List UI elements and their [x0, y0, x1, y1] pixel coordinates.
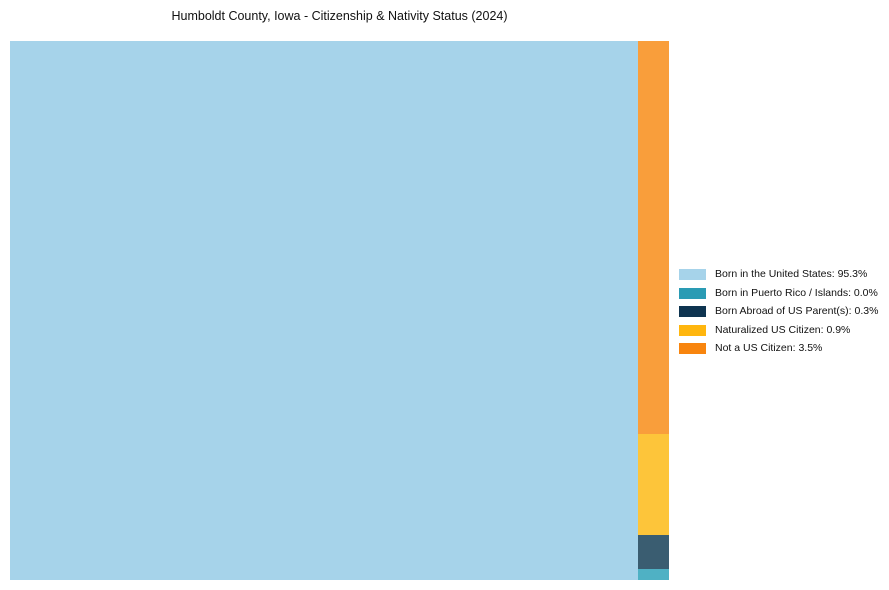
chart-title: Humboldt County, Iowa - Citizenship & Na…	[171, 9, 508, 23]
legend-item: Born Abroad of US Parent(s): 0.3%	[679, 305, 879, 318]
treemap-tile-born-in-united-states	[10, 41, 638, 580]
legend-swatch-born-abroad-us-parents	[679, 306, 706, 318]
legend-label: Born Abroad of US Parent(s): 0.3%	[715, 305, 879, 318]
legend-swatch-not-a-us-citizen	[679, 343, 706, 355]
legend-item: Born in Puerto Rico / Islands: 0.0%	[679, 286, 878, 299]
legend: Born in the United States: 95.3% Born in…	[679, 269, 879, 355]
legend-swatch-naturalized-us-citizen	[679, 324, 706, 336]
treemap-tile-not-a-us-citizen	[638, 41, 669, 435]
treemap-tile-naturalized-us-citizen	[638, 434, 669, 536]
legend-item: Not a US Citizen: 3.5%	[679, 342, 878, 355]
legend-label: Not a US Citizen: 3.5%	[715, 342, 823, 355]
legend-item: Naturalized US Citizen: 0.9%	[679, 323, 878, 336]
legend-label: Naturalized US Citizen: 0.9%	[715, 323, 851, 336]
treemap-plot	[10, 41, 669, 580]
legend-swatch-born-in-puerto-rico-islands	[679, 287, 706, 299]
legend-item: Born in the United States: 95.3%	[679, 269, 878, 280]
legend-label: Born in the United States: 95.3%	[715, 268, 868, 280]
legend-label: Born in Puerto Rico / Islands: 0.0%	[715, 286, 878, 299]
treemap-tile-born-in-puerto-rico-islands	[638, 569, 669, 580]
legend-swatch-born-in-united-states	[679, 269, 706, 280]
treemap-tile-born-abroad-us-parents	[638, 535, 669, 569]
